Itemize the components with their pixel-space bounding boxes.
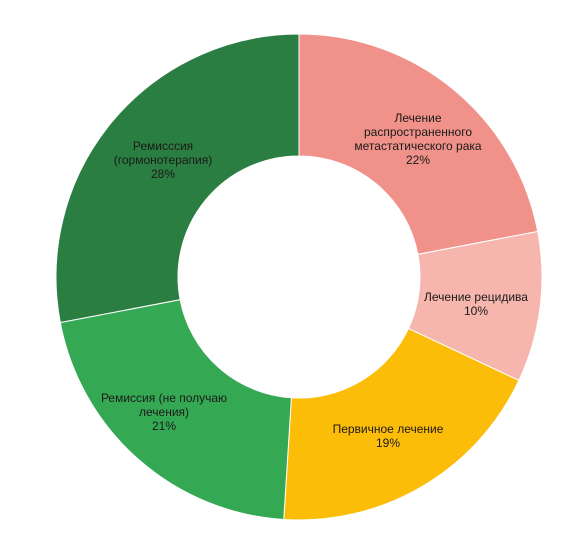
- slice-label-3: Первичное лечение 19%: [333, 422, 444, 450]
- slice-label-2: Лечение рецидива 10%: [424, 290, 528, 318]
- donut-slice-5: [55, 33, 300, 324]
- slice-label-5: Ремисссия (гормонотерапия) 28%: [114, 139, 213, 181]
- slice-category-label: Лечение: [394, 111, 441, 125]
- slice-category-label: распространенного: [364, 125, 472, 139]
- slice-label-1: Лечение распространенного метастатического…: [354, 111, 481, 167]
- slice-percent-label: 19%: [376, 436, 400, 450]
- slice-category-label: Лечение рецидива: [424, 290, 528, 304]
- donut-slices: [55, 33, 543, 521]
- donut-slice-1: [298, 33, 539, 255]
- slice-label-4: Ремиссия (не получаю лечения) 21%: [101, 391, 227, 433]
- donut-slice-4: [59, 299, 292, 521]
- slice-category-label: Первичное лечение: [333, 422, 444, 436]
- slice-category-label: Ремисссия: [133, 139, 193, 153]
- slice-category-label: (гормонотерапия): [114, 153, 213, 167]
- slice-percent-label: 10%: [464, 304, 488, 318]
- slice-category-label: лечения): [139, 405, 189, 419]
- slice-percent-label: 21%: [152, 419, 176, 433]
- donut-slice-3: [283, 327, 520, 521]
- slice-labels: Лечение распространенного метастатического…: [101, 111, 528, 450]
- slice-percent-label: 28%: [151, 167, 175, 181]
- slice-category-label: метастатического рака: [354, 139, 481, 153]
- slice-percent-label: 22%: [406, 153, 430, 167]
- slice-category-label: Ремиссия (не получаю: [101, 391, 227, 405]
